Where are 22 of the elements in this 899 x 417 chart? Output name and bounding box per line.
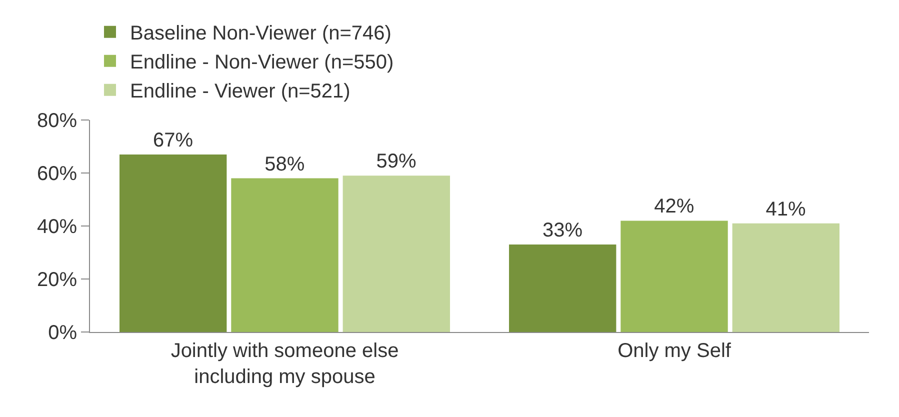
data-label: 59% <box>376 150 417 173</box>
y-tick-label: 20% <box>36 269 78 291</box>
x-tick-label: Only my Self <box>618 340 732 362</box>
legend-label: Endline - Viewer (n=521) <box>130 80 350 103</box>
y-tick-label: 0% <box>48 322 78 344</box>
bar <box>231 178 338 332</box>
data-label: 58% <box>264 153 305 176</box>
data-label: 42% <box>654 196 694 218</box>
legend-label: Endline - Non-Viewer (n=550) <box>130 52 394 74</box>
y-tick-label: 80% <box>36 110 78 132</box>
y-tick-label: 40% <box>36 216 78 238</box>
legend-label: Baseline Non-Viewer (n=746) <box>130 22 392 45</box>
data-label: 33% <box>542 220 583 242</box>
bar <box>342 176 450 332</box>
bar <box>509 244 616 332</box>
bar <box>120 154 227 332</box>
x-tick-label: Jointly with someone else including my spouse <box>170 340 399 388</box>
data-label: 67% <box>152 129 194 152</box>
bar <box>732 223 840 332</box>
data-label: 41% <box>766 198 806 220</box>
bar <box>620 220 728 332</box>
y-tick-label: 60% <box>36 163 78 185</box>
